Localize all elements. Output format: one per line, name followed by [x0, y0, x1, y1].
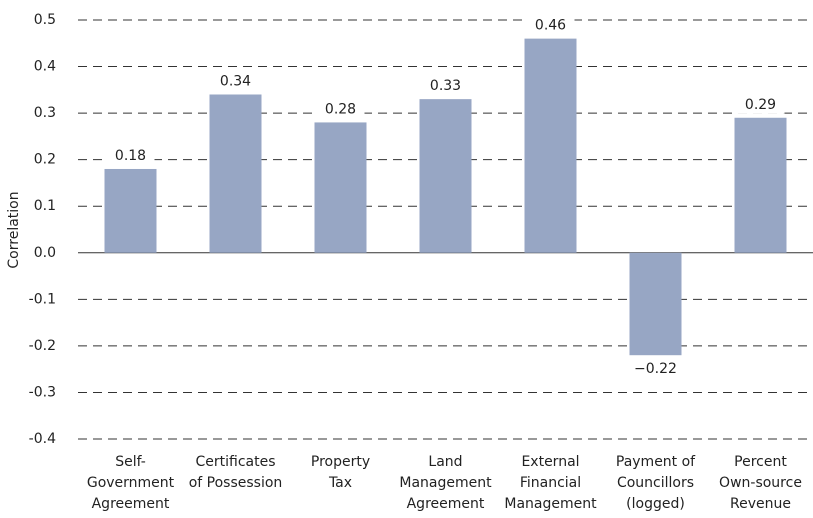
y-tick-label: 0.5 [34, 12, 56, 28]
bar [734, 117, 787, 253]
value-label: 0.33 [430, 78, 461, 94]
bar [524, 38, 577, 253]
value-label: 0.29 [745, 97, 776, 113]
value-label: 0.28 [325, 101, 356, 117]
y-tick-label: -0.2 [29, 338, 56, 354]
x-tick-label: Management [399, 475, 492, 491]
x-tick-label: Payment of [616, 454, 696, 470]
bar [314, 122, 367, 253]
value-label-bg [421, 77, 470, 96]
x-tick-label: Agreement [92, 496, 170, 512]
x-tick-label: Percent [734, 454, 787, 470]
bar [419, 99, 472, 253]
x-tick-label: Government [87, 475, 175, 491]
value-label: 0.46 [535, 18, 566, 34]
value-label-bg [526, 16, 575, 35]
y-axis-label: Correlation [6, 191, 22, 268]
bar [209, 94, 262, 253]
value-label-bg [106, 146, 155, 165]
x-tick-label: Self- [115, 454, 146, 470]
value-label: 0.18 [115, 148, 146, 164]
value-label-bg [211, 72, 260, 91]
x-tick-label: Tax [328, 475, 352, 491]
bar [629, 252, 682, 356]
x-tick-label: Agreement [407, 496, 485, 512]
value-label-bg [631, 360, 680, 379]
x-tick-label: Land [428, 454, 462, 470]
x-tick-label: Property [311, 454, 370, 470]
y-tick-label: 0.0 [34, 245, 56, 261]
x-tick-label: External [521, 454, 579, 470]
y-tick-label: -0.3 [29, 384, 56, 400]
x-tick-label: Own-source [719, 475, 802, 491]
x-tick-label: (logged) [626, 496, 685, 512]
y-tick-label: 0.1 [34, 198, 56, 214]
x-tick-label: of Possession [189, 475, 283, 491]
bar [104, 168, 157, 253]
y-tick-label: -0.1 [29, 291, 56, 307]
x-tick-label: Certificates [195, 454, 275, 470]
x-tick-label: Councillors [617, 475, 694, 491]
value-label-bg [316, 100, 365, 119]
value-label: 0.34 [220, 73, 251, 89]
y-tick-label: 0.4 [34, 59, 56, 75]
x-tick-label: Management [504, 496, 597, 512]
x-tick-label: Revenue [730, 496, 791, 512]
y-tick-label: 0.2 [34, 152, 56, 168]
x-tick-label: Financial [520, 475, 581, 491]
y-tick-label: 0.3 [34, 105, 56, 121]
y-tick-label: -0.4 [29, 431, 56, 447]
value-label-bg [736, 95, 785, 114]
value-label: −0.22 [634, 361, 677, 377]
